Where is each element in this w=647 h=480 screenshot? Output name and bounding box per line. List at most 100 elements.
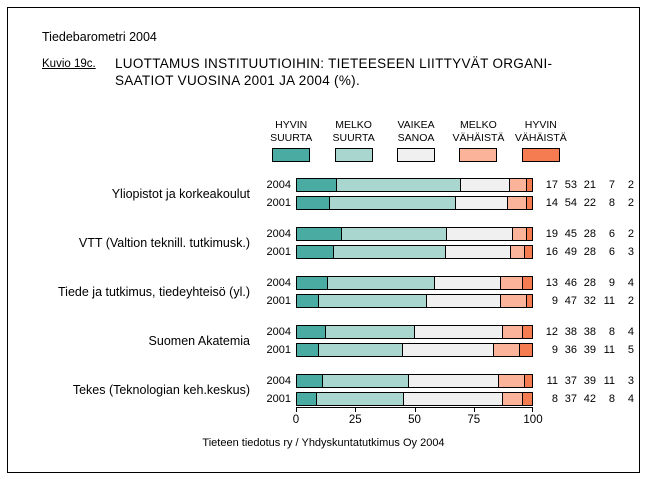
stacked-bar-yliopistot-ja-korkeakoulut-2001 — [296, 196, 533, 210]
value-label: 28 — [583, 228, 596, 240]
bar-segment — [511, 228, 527, 240]
stacked-bar-suomen-akatemia-2001 — [296, 343, 533, 357]
stacked-bar-suomen-akatemia-2004 — [296, 325, 533, 339]
year-label: 2004 — [266, 375, 291, 387]
legend-label-line2: VÄHÄISTÄ — [514, 132, 567, 144]
value-label: 39 — [583, 344, 596, 356]
value-label: 5 — [627, 344, 634, 356]
year-label: 2001 — [266, 344, 291, 356]
bar-segment — [297, 295, 318, 307]
legend-label-line1: VAIKEA — [397, 119, 435, 131]
bar-segment — [297, 326, 325, 338]
value-label: 14 — [545, 197, 558, 209]
bar-segment — [524, 375, 532, 387]
stacked-bar-vtt-valtion-teknill-tutkimusk-2001 — [296, 245, 533, 259]
value-labels: 17 53 21 7 2 — [539, 179, 634, 191]
bar-segment — [317, 344, 402, 356]
figure-border — [7, 7, 640, 473]
year-label: 2001 — [266, 197, 291, 209]
value-label: 53 — [564, 179, 577, 191]
value-label: 19 — [545, 228, 558, 240]
value-labels: 11 37 39 11 3 — [539, 375, 634, 387]
value-label: 9 — [551, 344, 558, 356]
bar-segment — [526, 228, 533, 240]
bar-segment — [455, 197, 507, 209]
group-label: Yliopistot ja korkeakoulut — [111, 187, 250, 201]
source-attribution: Tieteen tiedotus ry / Yhdyskuntatutkimus… — [202, 437, 445, 449]
value-label: 37 — [564, 393, 577, 405]
stacked-bar-yliopistot-ja-korkeakoulut-2004 — [296, 178, 533, 192]
bar-segment — [322, 375, 408, 387]
value-labels: 9 36 39 11 5 — [539, 344, 634, 356]
bar-segment — [324, 326, 414, 338]
bar-segment — [407, 375, 498, 387]
axis-tick — [355, 408, 357, 412]
bar-segment — [333, 246, 446, 258]
value-label: 8 — [551, 393, 558, 405]
legend-label-line2: SUURTA — [270, 132, 313, 144]
value-label: 2 — [627, 228, 634, 240]
year-label: 2001 — [266, 295, 291, 307]
figure-number: Kuvio 19c. — [42, 58, 96, 70]
bar-segment — [526, 197, 532, 209]
value-label: 54 — [564, 197, 577, 209]
value-label: 7 — [608, 179, 615, 191]
axis-tick — [473, 408, 475, 412]
bar-segment — [526, 179, 533, 191]
bar-segment — [526, 295, 532, 307]
value-label: 11 — [603, 375, 615, 387]
bar-segment — [297, 179, 337, 191]
bar-segment — [426, 295, 501, 307]
value-labels: 12 38 38 8 4 — [539, 326, 634, 338]
axis-tick-label: 100 — [523, 414, 543, 426]
value-label: 47 — [564, 295, 577, 307]
legend-item-3: VAIKEA SANOA — [385, 119, 447, 162]
bar-segment — [297, 375, 323, 387]
legend-swatch — [272, 148, 311, 162]
bar-segment — [506, 197, 527, 209]
value-label: 3 — [627, 375, 634, 387]
bar-segment — [502, 326, 522, 338]
bar-segment — [497, 375, 525, 387]
bar-segment — [403, 393, 502, 405]
legend-label-line1: HYVIN — [524, 119, 557, 131]
bar-segment — [524, 246, 532, 258]
value-label: 28 — [583, 277, 596, 289]
bar-segment — [502, 393, 522, 405]
bar-segment — [434, 277, 500, 289]
x-axis: 0 25 50 75 100 — [293, 407, 543, 426]
bar-segment — [329, 197, 456, 209]
value-label: 16 — [545, 246, 558, 258]
legend-swatch — [521, 148, 560, 162]
value-label: 17 — [545, 179, 558, 191]
value-labels: 13 46 28 9 4 — [539, 277, 634, 289]
value-label: 12 — [545, 326, 558, 338]
bar-segment — [317, 295, 427, 307]
value-label: 37 — [564, 375, 577, 387]
value-label: 22 — [583, 197, 596, 209]
value-label: 38 — [583, 326, 596, 338]
value-label: 21 — [583, 179, 596, 191]
bar-segment — [509, 179, 527, 191]
value-label: 13 — [545, 277, 558, 289]
stacked-bar-tiede-ja-tutkimus-tiedeyhteis-yl-2001 — [296, 294, 533, 308]
value-label: 9 — [608, 277, 615, 289]
chart-title-line2: SAATIOT VUOSINA 2001 JA 2004 (%). — [115, 73, 361, 88]
bar-segment — [445, 228, 512, 240]
legend-label-line1: MELKO — [460, 119, 497, 131]
value-label: 8 — [608, 197, 615, 209]
legend: HYVIN SUURTA MELKO SUURTA VAIKEA SANOA MELKO VÄ… — [260, 119, 572, 162]
axis-tick-label: 75 — [467, 414, 481, 426]
legend-label: HYVIN VÄHÄISTÄ — [515, 119, 567, 145]
legend-label: HYVIN SUURTA — [270, 119, 312, 145]
bar-segment — [459, 179, 510, 191]
legend-label-line2: SUURTA — [332, 132, 375, 144]
value-labels: 16 49 28 6 3 — [539, 246, 634, 258]
value-labels: 8 37 42 8 4 — [539, 393, 634, 405]
legend-item-1: HYVIN SUURTA — [260, 119, 322, 162]
year-label: 2004 — [266, 228, 291, 240]
bar-segment — [327, 277, 435, 289]
value-label: 46 — [564, 277, 577, 289]
value-label: 38 — [564, 326, 577, 338]
